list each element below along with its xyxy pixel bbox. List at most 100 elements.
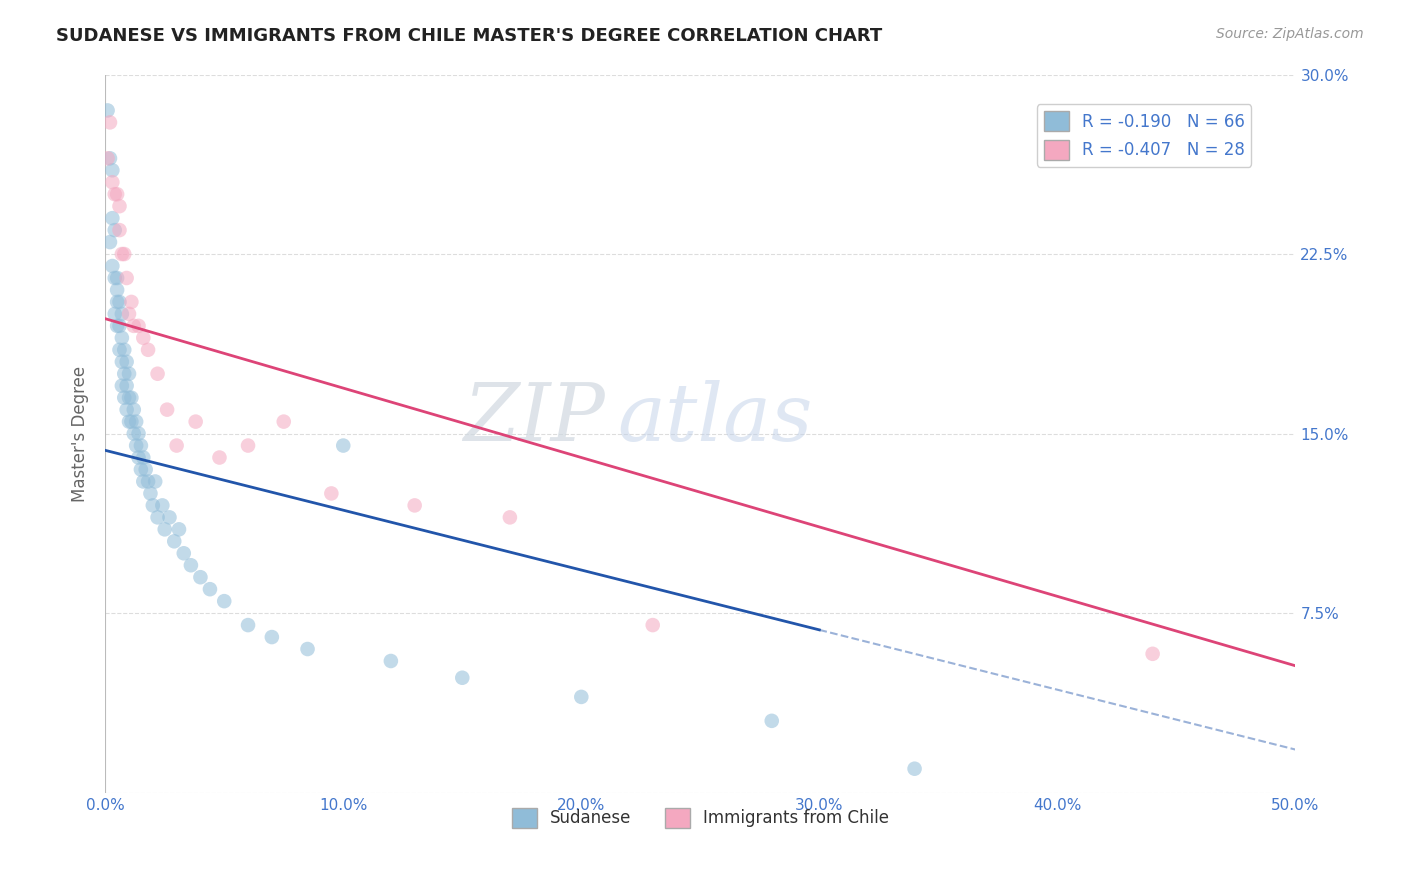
Point	[132, 450, 155, 465]
Point	[260, 630, 283, 644]
Point	[128, 450, 150, 465]
Point	[111, 378, 134, 392]
Text: Source: ZipAtlas.com: Source: ZipAtlas.com	[1216, 27, 1364, 41]
Point	[173, 546, 195, 560]
Point	[761, 714, 783, 728]
Point	[166, 439, 188, 453]
Point	[132, 331, 155, 345]
Y-axis label: Master's Degree: Master's Degree	[72, 366, 89, 501]
Point	[115, 402, 138, 417]
Point	[190, 570, 212, 584]
Point	[139, 486, 162, 500]
Point	[297, 642, 319, 657]
Point	[184, 415, 207, 429]
Point	[128, 318, 150, 333]
Point	[98, 151, 121, 165]
Point	[451, 671, 474, 685]
Point	[641, 618, 664, 632]
Point	[135, 462, 157, 476]
Point	[115, 355, 138, 369]
Point	[153, 522, 176, 536]
Point	[332, 439, 354, 453]
Point	[208, 450, 231, 465]
Point	[112, 247, 135, 261]
Point	[105, 294, 128, 309]
Point	[98, 115, 121, 129]
Point	[132, 475, 155, 489]
Point	[903, 762, 925, 776]
Point	[111, 331, 134, 345]
Text: atlas: atlas	[617, 381, 813, 458]
Point	[105, 271, 128, 285]
Point	[236, 439, 259, 453]
Point	[105, 318, 128, 333]
Point	[97, 103, 120, 118]
Point	[404, 499, 426, 513]
Point	[101, 163, 124, 178]
Point	[499, 510, 522, 524]
Text: ZIP: ZIP	[464, 381, 605, 458]
Point	[120, 391, 142, 405]
Point	[380, 654, 402, 668]
Point	[122, 402, 145, 417]
Point	[108, 294, 131, 309]
Point	[97, 151, 120, 165]
Point	[111, 307, 134, 321]
Point	[105, 187, 128, 202]
Point	[128, 426, 150, 441]
Point	[321, 486, 343, 500]
Point	[101, 211, 124, 226]
Point	[143, 475, 166, 489]
Point	[108, 318, 131, 333]
Point	[118, 415, 141, 429]
Point	[167, 522, 190, 536]
Point	[142, 499, 165, 513]
Point	[1142, 647, 1164, 661]
Point	[104, 223, 127, 237]
Point	[129, 462, 152, 476]
Point	[118, 367, 141, 381]
Point	[125, 415, 148, 429]
Point	[212, 594, 235, 608]
Point	[104, 271, 127, 285]
Point	[159, 510, 181, 524]
Point	[122, 318, 145, 333]
Point	[104, 187, 127, 202]
Point	[136, 343, 159, 357]
Point	[122, 426, 145, 441]
Point	[120, 415, 142, 429]
Point	[101, 259, 124, 273]
Point	[120, 294, 142, 309]
Legend: Sudanese, Immigrants from Chile: Sudanese, Immigrants from Chile	[505, 801, 896, 835]
Point	[180, 558, 202, 573]
Point	[569, 690, 592, 704]
Point	[115, 271, 138, 285]
Point	[118, 391, 141, 405]
Point	[108, 199, 131, 213]
Point	[108, 343, 131, 357]
Point	[115, 378, 138, 392]
Point	[146, 510, 169, 524]
Point	[136, 475, 159, 489]
Point	[146, 367, 169, 381]
Point	[112, 391, 135, 405]
Point	[150, 499, 173, 513]
Point	[156, 402, 179, 417]
Point	[111, 247, 134, 261]
Point	[236, 618, 259, 632]
Point	[111, 355, 134, 369]
Point	[198, 582, 221, 597]
Point	[98, 235, 121, 249]
Point	[108, 223, 131, 237]
Text: SUDANESE VS IMMIGRANTS FROM CHILE MASTER'S DEGREE CORRELATION CHART: SUDANESE VS IMMIGRANTS FROM CHILE MASTER…	[56, 27, 883, 45]
Point	[129, 439, 152, 453]
Point	[112, 367, 135, 381]
Point	[118, 307, 141, 321]
Point	[112, 343, 135, 357]
Point	[273, 415, 295, 429]
Point	[163, 534, 186, 549]
Point	[104, 307, 127, 321]
Point	[105, 283, 128, 297]
Point	[101, 175, 124, 189]
Point	[125, 439, 148, 453]
